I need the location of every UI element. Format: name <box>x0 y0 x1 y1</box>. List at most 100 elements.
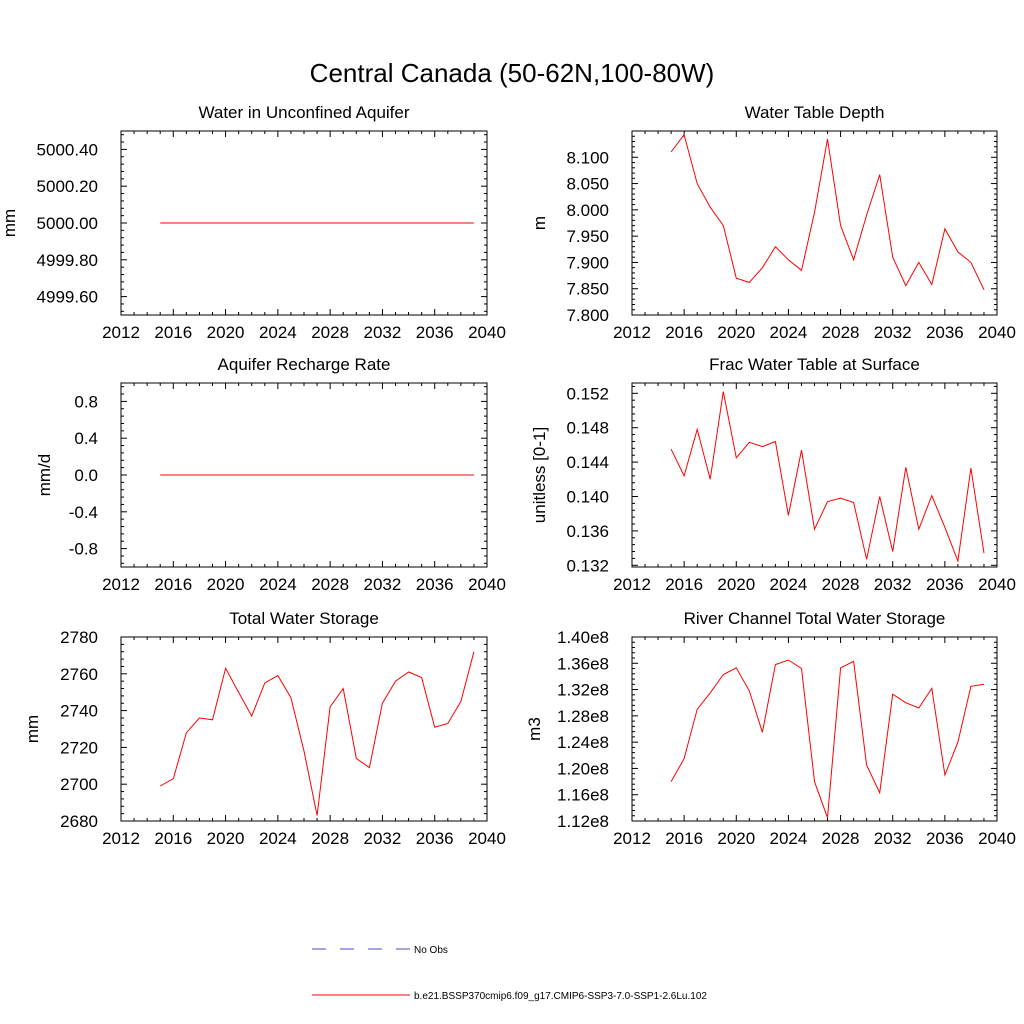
y-tick-label: 2680 <box>60 812 98 831</box>
panel-title: Water Table Depth <box>745 103 885 122</box>
y-tick-label: 8.000 <box>566 201 609 220</box>
x-tick-label: 2028 <box>311 829 349 848</box>
x-tick-label: 2016 <box>665 829 703 848</box>
y-tick-label: 5000.40 <box>37 140 98 159</box>
series-line-1 <box>670 659 985 818</box>
y-tick-label: 7.850 <box>566 280 609 299</box>
y-tick-label: 7.800 <box>566 306 609 325</box>
x-tick-label: 2012 <box>613 575 651 594</box>
y-tick-label: 0.148 <box>566 419 609 438</box>
y-tick-label: 1.28e8 <box>557 707 609 726</box>
x-tick-label: 2012 <box>613 829 651 848</box>
x-tick-label: 2020 <box>717 575 755 594</box>
y-tick-label: 1.40e8 <box>557 628 609 647</box>
x-tick-label: 2032 <box>874 829 912 848</box>
x-tick-label: 2032 <box>364 323 402 342</box>
y-axis-label: m <box>530 216 549 230</box>
chart-panel-3: Aquifer Recharge Rate mm/d 2012 2016 2020 202… <box>35 355 506 594</box>
y-tick-label: 2700 <box>60 775 98 794</box>
y-tick-label: 0.152 <box>566 384 609 403</box>
x-tick-label: 2036 <box>926 323 964 342</box>
panel-title: Aquifer Recharge Rate <box>218 355 391 374</box>
x-tick-label: 2028 <box>822 323 860 342</box>
y-tick-label: 1.36e8 <box>557 654 609 673</box>
x-tick-label: 2020 <box>717 323 755 342</box>
x-tick-label: 2036 <box>416 829 454 848</box>
panel-title: River Channel Total Water Storage <box>684 609 946 628</box>
chart-panel-6: River Channel Total Water Storage m3 2012 2… <box>525 609 1016 848</box>
y-tick-label: 4999.80 <box>37 251 98 270</box>
x-tick-label: 2036 <box>926 829 964 848</box>
x-tick-label: 2020 <box>717 829 755 848</box>
x-tick-label: 2028 <box>822 829 860 848</box>
y-tick-label: 4999.60 <box>37 288 98 307</box>
y-tick-label: 7.900 <box>566 253 609 272</box>
x-tick-label: 2020 <box>207 575 245 594</box>
x-tick-label: 2016 <box>665 323 703 342</box>
x-tick-label: 2032 <box>364 575 402 594</box>
y-tick-label: 1.12e8 <box>557 812 609 831</box>
chart-panel-2: Water Table Depth m 2012 2016 2020 2024 2028 20… <box>530 103 1016 342</box>
x-tick-label: 2012 <box>102 323 140 342</box>
x-tick-label: 2040 <box>978 829 1016 848</box>
y-axis-label: mm <box>23 715 42 743</box>
chart-panel-1: Water in Unconfined Aquifer mm 2012 2016 202… <box>0 103 506 342</box>
y-tick-label: 0.132 <box>566 556 609 575</box>
x-tick-label: 2040 <box>978 575 1016 594</box>
y-tick-label: 1.16e8 <box>557 786 609 805</box>
y-axis-label: mm <box>0 209 19 237</box>
x-tick-label: 2028 <box>822 575 860 594</box>
x-tick-label: 2032 <box>874 575 912 594</box>
y-tick-label: 5000.20 <box>37 177 98 196</box>
chart-panels: Water in Unconfined Aquifer mm 2012 2016 202… <box>0 103 1016 848</box>
y-tick-label: -0.4 <box>69 503 98 522</box>
x-tick-label: 2024 <box>259 323 297 342</box>
x-tick-label: 2036 <box>416 575 454 594</box>
legend-entry-model-run: b.e21.BSSP370cmip6.f09_g17.CMIP6-SSP3-7.… <box>312 991 707 1002</box>
x-tick-label: 2036 <box>416 323 454 342</box>
x-tick-label: 2020 <box>207 829 245 848</box>
y-tick-label: 0.136 <box>566 522 609 541</box>
series-line-1 <box>670 391 985 563</box>
y-tick-label: 2780 <box>60 628 98 647</box>
x-tick-label: 2016 <box>154 575 192 594</box>
y-tick-label: 5000.00 <box>37 214 98 233</box>
y-tick-label: 0.4 <box>74 429 98 448</box>
x-tick-label: 2012 <box>102 829 140 848</box>
y-tick-label: 8.050 <box>566 175 609 194</box>
y-tick-label: 7.950 <box>566 227 609 246</box>
y-tick-label: 1.24e8 <box>557 733 609 752</box>
y-tick-label: 0.8 <box>74 392 98 411</box>
x-tick-label: 2040 <box>978 323 1016 342</box>
y-tick-label: 0.140 <box>566 487 609 506</box>
x-tick-label: 2028 <box>311 323 349 342</box>
x-tick-label: 2040 <box>468 323 506 342</box>
legend: No Obs b.e21.BSSP370cmip6.f09_g17.CMIP6-… <box>312 945 707 1002</box>
panel-title: Frac Water Table at Surface <box>709 355 920 374</box>
x-tick-label: 2016 <box>154 829 192 848</box>
series-line-1 <box>670 133 985 291</box>
legend-entry-no-obs: No Obs <box>312 945 448 956</box>
y-axis-label: unitless [0-1] <box>530 427 549 523</box>
y-tick-label: 1.32e8 <box>557 681 609 700</box>
panel-title: Water in Unconfined Aquifer <box>198 103 409 122</box>
chart-panel-4: Frac Water Table at Surface unitless [0-1… <box>530 355 1016 594</box>
y-tick-label: 0.144 <box>566 453 609 472</box>
x-tick-label: 2024 <box>770 829 808 848</box>
y-tick-label: 2740 <box>60 702 98 721</box>
x-tick-label: 2012 <box>102 575 140 594</box>
x-tick-label: 2036 <box>926 575 964 594</box>
x-tick-label: 2012 <box>613 323 651 342</box>
panel-title: Total Water Storage <box>229 609 379 628</box>
x-tick-label: 2016 <box>665 575 703 594</box>
x-tick-label: 2020 <box>207 323 245 342</box>
x-tick-label: 2028 <box>311 575 349 594</box>
x-tick-label: 2024 <box>259 575 297 594</box>
x-tick-label: 2040 <box>468 829 506 848</box>
x-tick-label: 2040 <box>468 575 506 594</box>
series-line-1 <box>159 651 475 816</box>
y-tick-label: 8.100 <box>566 148 609 167</box>
y-axis-label: mm/d <box>35 454 54 497</box>
x-tick-label: 2024 <box>770 323 808 342</box>
y-tick-label: 1.20e8 <box>557 759 609 778</box>
